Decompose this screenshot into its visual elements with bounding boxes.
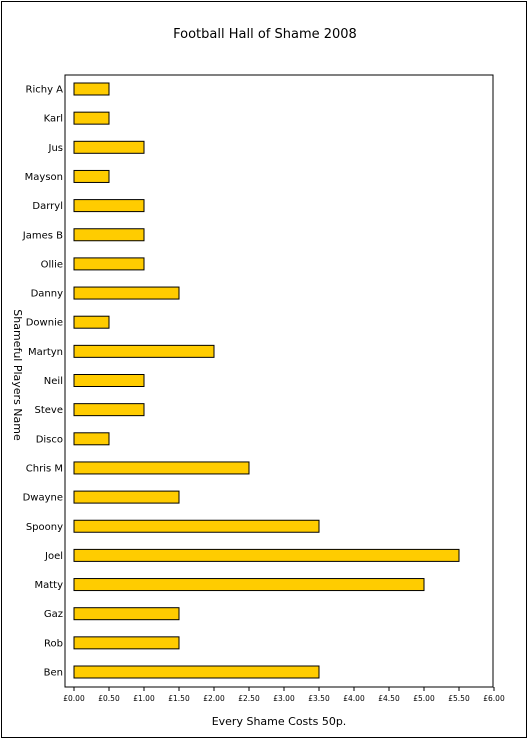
- x-tick-label: £0.00: [63, 694, 85, 703]
- bar: [73, 169, 110, 183]
- x-tick-label: £0.50: [98, 694, 120, 703]
- bar: [73, 548, 460, 562]
- x-tick-label: £3.00: [273, 694, 295, 703]
- chart-title: Football Hall of Shame 2008: [173, 27, 357, 42]
- x-tick-label: £4.00: [343, 694, 365, 703]
- bar: [73, 461, 250, 475]
- category-label: Spoony: [26, 522, 63, 533]
- category-label: Joel: [44, 551, 63, 562]
- x-tick-label: £3.50: [308, 694, 330, 703]
- bar: [73, 228, 145, 242]
- category-label: Mayson: [25, 172, 63, 183]
- y-axis-label: Shameful Players Name: [11, 309, 24, 441]
- category-label: Downie: [26, 318, 63, 329]
- x-tick-label: £2.50: [238, 694, 260, 703]
- category-label: Steve: [35, 405, 64, 416]
- category-labels: Richy A Karl Jus Mayson Darryl James B Ollie Da…: [22, 85, 63, 679]
- bar: [73, 665, 320, 679]
- bar: [73, 403, 145, 417]
- x-tick-label: £2.00: [203, 694, 225, 703]
- category-label: Rob: [44, 638, 63, 649]
- category-label: Karl: [44, 114, 63, 125]
- category-label: Ben: [44, 668, 63, 679]
- category-label: Disco: [36, 434, 63, 445]
- x-tick-label: £5.50: [448, 694, 470, 703]
- category-label: Darryl: [32, 201, 63, 212]
- category-label: Martyn: [28, 347, 63, 358]
- bar: [73, 257, 145, 271]
- bar: [73, 344, 215, 358]
- category-label: Richy A: [26, 85, 64, 96]
- bar: [73, 519, 320, 533]
- bar: [73, 578, 425, 592]
- bar: [73, 636, 180, 650]
- plot-area: [64, 74, 494, 688]
- category-label: Danny: [31, 289, 64, 300]
- bars-group: [73, 82, 460, 679]
- x-tick-label: £5.00: [413, 694, 435, 703]
- bar: [73, 315, 110, 329]
- category-label: Jus: [48, 143, 64, 154]
- x-axis-label: Every Shame Costs 50p.: [212, 715, 347, 728]
- x-tick-label: £1.50: [168, 694, 190, 703]
- bar: [73, 432, 110, 446]
- category-label: Chris M: [26, 463, 63, 474]
- category-label: Ollie: [41, 259, 63, 270]
- x-tick-label: £4.50: [378, 694, 400, 703]
- category-label: Dwayne: [23, 493, 63, 504]
- bar: [73, 374, 145, 387]
- category-label: Neil: [44, 376, 63, 387]
- bar: [73, 199, 145, 213]
- category-label: Matty: [34, 580, 63, 591]
- x-tick-label: £6.00: [483, 694, 505, 703]
- bar: [73, 111, 110, 125]
- bar: [73, 286, 180, 300]
- bar: [73, 82, 110, 96]
- category-label: James B: [22, 230, 63, 241]
- x-axis-ticks: £0.00 £0.50 £1.00 £1.50 £2.00 £2.50 £3.00 £3.50…: [63, 687, 505, 703]
- x-tick-label: £1.00: [133, 694, 155, 703]
- bar: [73, 140, 145, 154]
- category-label: Gaz: [44, 609, 63, 620]
- bar: [73, 607, 180, 621]
- bar: [73, 490, 180, 504]
